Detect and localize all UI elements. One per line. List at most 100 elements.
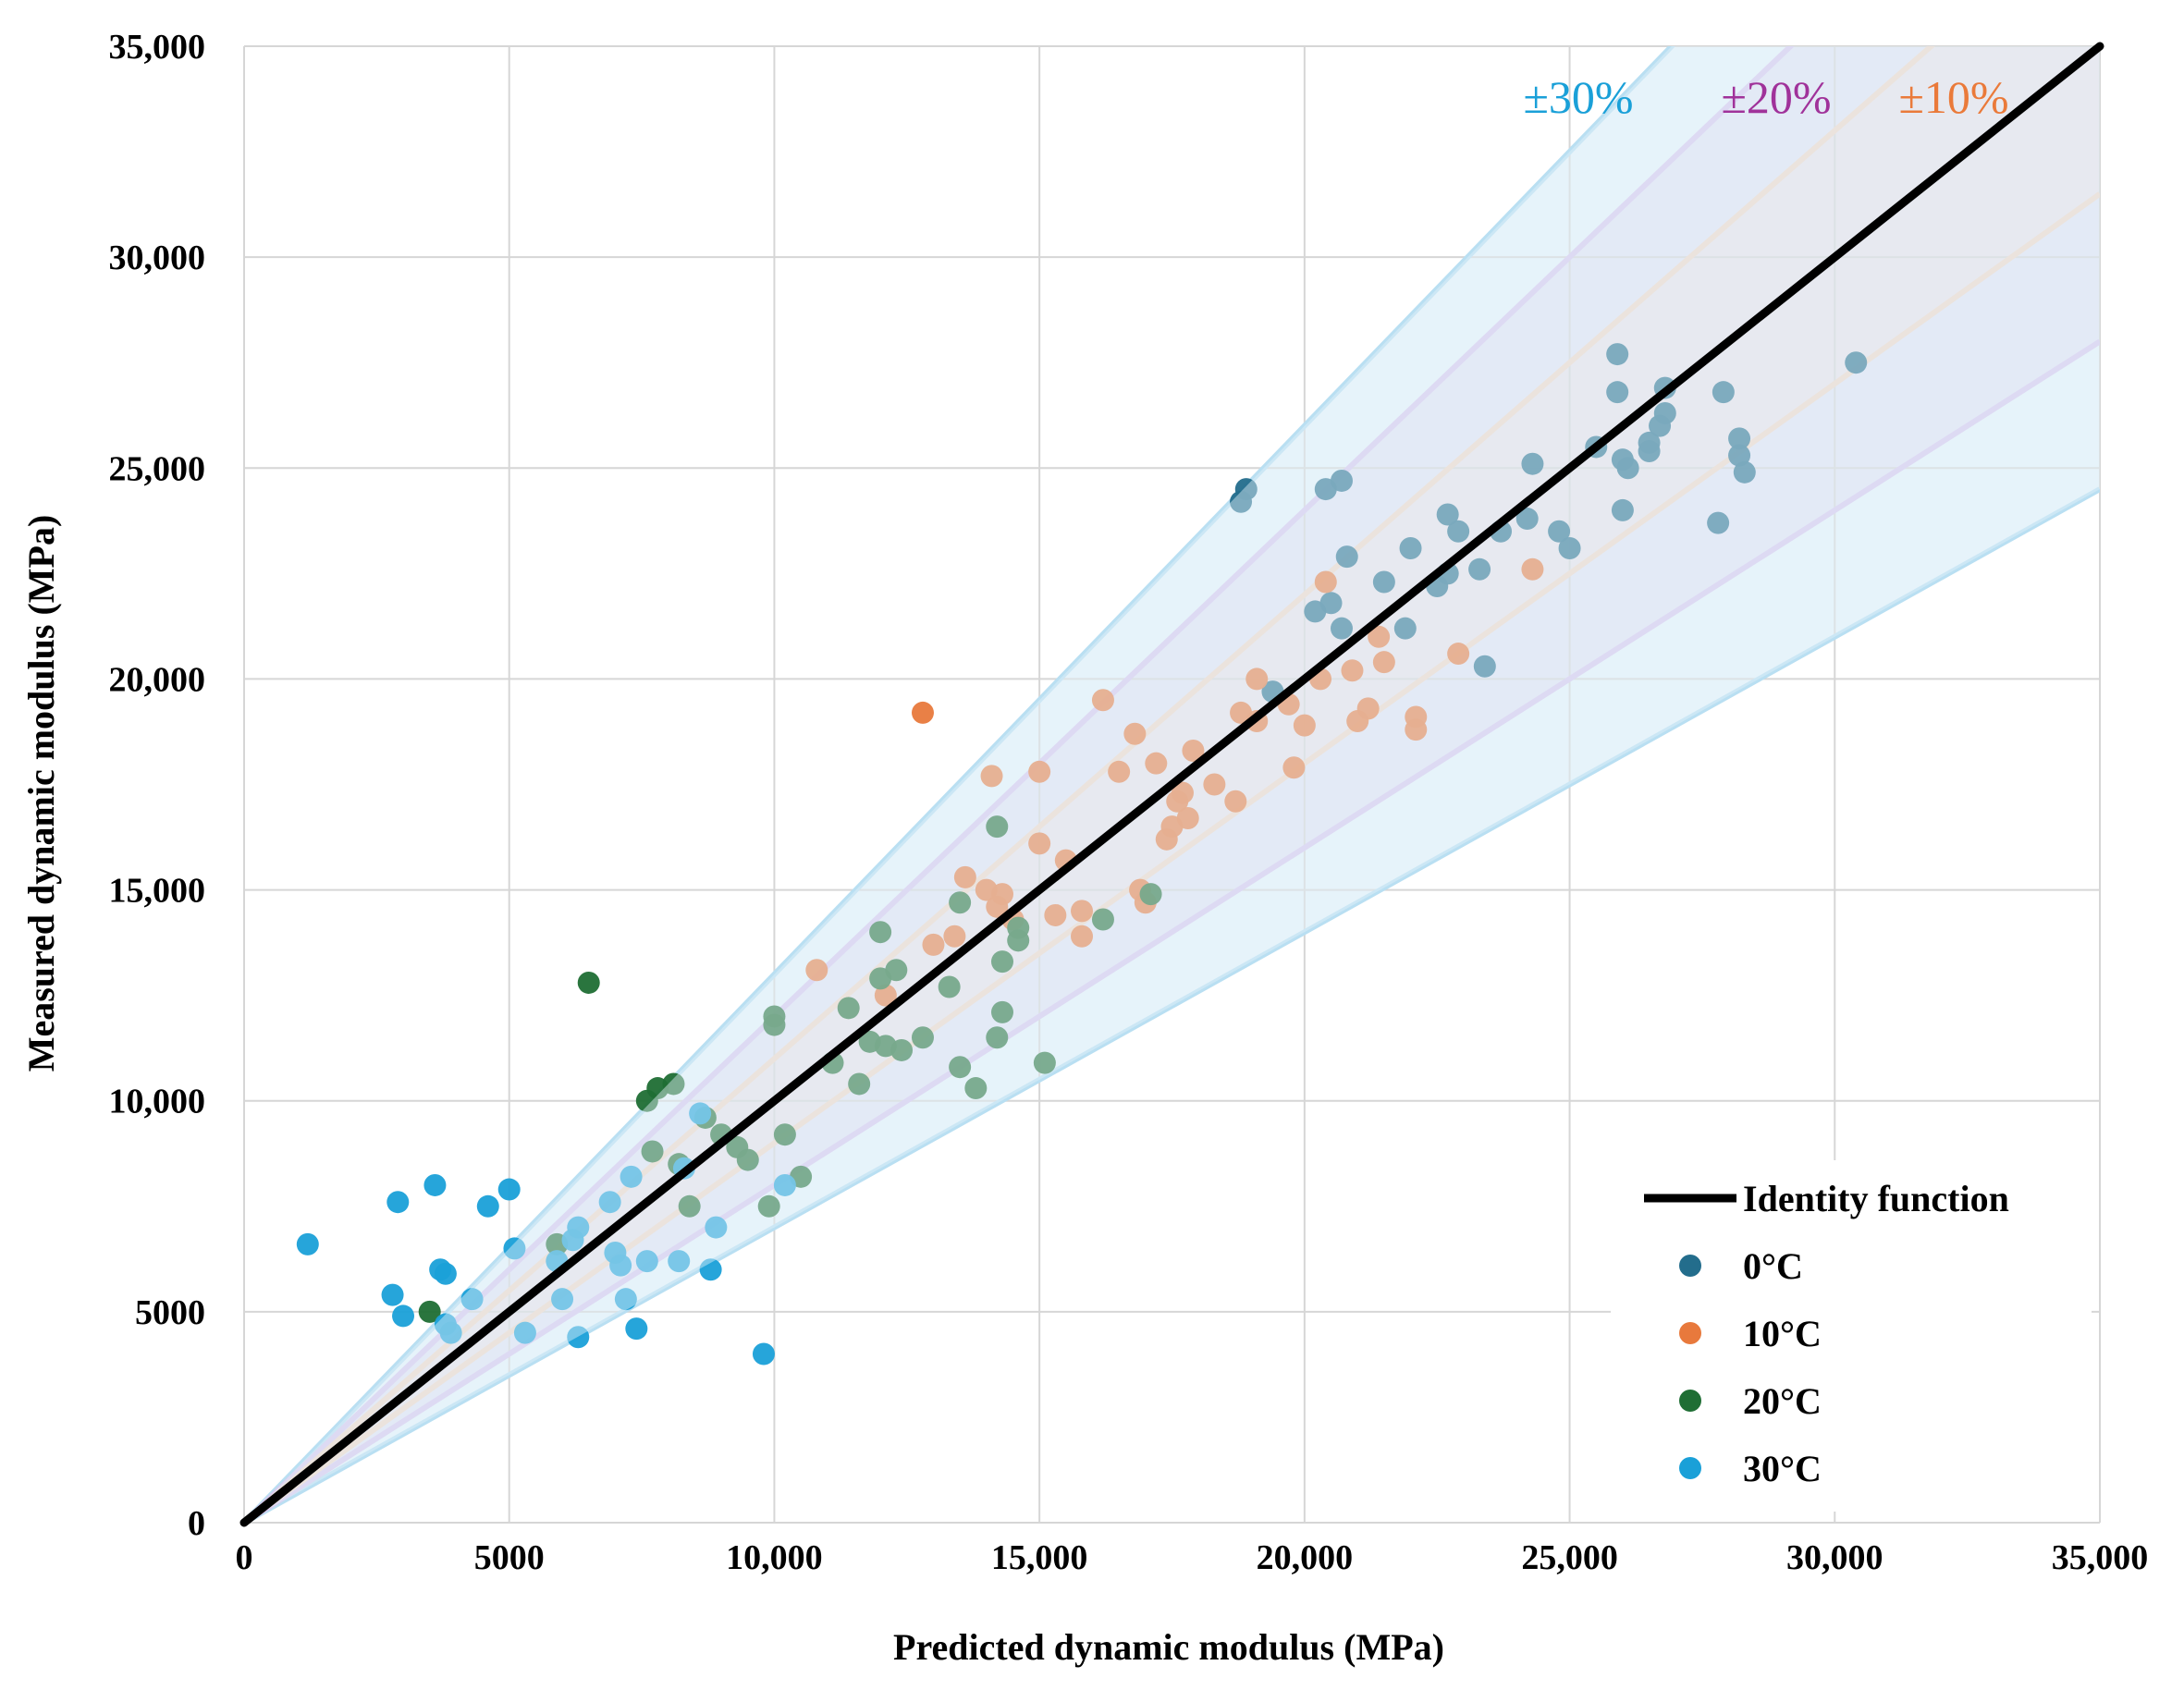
data-point: [1728, 427, 1751, 450]
y-axis-title: Measured dynamic modulus (MPa): [20, 515, 62, 1072]
series-20°C: [418, 815, 1162, 1323]
data-point: [1044, 903, 1067, 926]
data-point: [1548, 520, 1571, 543]
data-point: [1282, 756, 1306, 779]
data-point: [1473, 655, 1496, 678]
data-point: [1468, 557, 1491, 581]
data-point: [1653, 401, 1676, 424]
data-point: [1319, 592, 1343, 615]
data-point: [953, 865, 976, 888]
data-point: [1405, 718, 1428, 741]
data-point: [805, 959, 828, 982]
tick-labels: 0 5000 10,000 15,000 20,000 25,000 30,000 35,00…: [109, 28, 2149, 1577]
data-point: [1606, 343, 1629, 366]
data-point: [1447, 643, 1470, 666]
legend-swatch: [1679, 1255, 1701, 1277]
data-point: [736, 1148, 759, 1171]
data-point: [1341, 659, 1364, 682]
data-point: [577, 971, 600, 994]
data-point: [980, 765, 1003, 788]
data-point: [773, 1173, 796, 1196]
data-point: [386, 1191, 410, 1214]
data-point: [662, 1072, 685, 1096]
band-upper-line-30: [244, 46, 1676, 1523]
data-point: [434, 1262, 457, 1285]
data-point: [620, 1165, 643, 1188]
legend-swatch: [1679, 1322, 1701, 1344]
data-point: [1330, 617, 1353, 640]
band-upper-line-20: [244, 46, 1795, 1523]
data-point: [1234, 478, 1258, 501]
legend-label: 0°C: [1743, 1245, 1803, 1287]
data-point: [635, 1250, 658, 1273]
data-point: [1145, 752, 1168, 775]
data-point: [418, 1300, 441, 1323]
data-point: [1330, 469, 1353, 492]
data-point: [991, 1000, 1014, 1023]
data-point: [1171, 781, 1194, 804]
data-point: [439, 1321, 462, 1344]
data-point: [1123, 722, 1147, 745]
data-point: [1845, 351, 1868, 374]
band-label-10: ±10%: [1898, 71, 2008, 123]
band-lower-line-30: [244, 486, 2100, 1523]
data-point: [874, 984, 897, 1007]
data-point: [1611, 498, 1634, 521]
data-point: [757, 1194, 780, 1218]
data-point: [1521, 452, 1544, 475]
data-point: [1372, 570, 1395, 594]
data-point: [1733, 460, 1756, 484]
data-point: [296, 1232, 319, 1255]
band-label-30: ±30%: [1523, 71, 1633, 123]
legend-label: 20°C: [1743, 1380, 1822, 1422]
y-tick-label: 30,000: [109, 239, 206, 277]
legend-label: 30°C: [1743, 1448, 1822, 1489]
data-point: [689, 1102, 712, 1125]
data-point: [609, 1254, 632, 1277]
series-30°C: [296, 1102, 796, 1365]
data-point: [1071, 925, 1094, 948]
legend-swatch: [1679, 1390, 1701, 1412]
data-point: [949, 1056, 972, 1079]
data-point: [1616, 457, 1639, 480]
x-tick-label: 20,000: [1257, 1538, 1354, 1577]
data-point: [614, 1288, 637, 1311]
data-point: [381, 1283, 404, 1306]
data-point: [551, 1288, 574, 1311]
data-point: [497, 1178, 521, 1201]
data-point: [513, 1321, 536, 1344]
x-tick-label: 30,000: [1786, 1538, 1883, 1577]
data-point: [885, 959, 908, 982]
y-tick-label: 10,000: [109, 1083, 206, 1121]
y-tick-label: 5000: [135, 1293, 205, 1332]
x-tick-label: 15,000: [991, 1538, 1088, 1577]
legend: Identity function 0°C 10°C 20°C 30°C: [1611, 1160, 2092, 1512]
data-point: [1033, 1051, 1056, 1074]
data-point: [1728, 444, 1751, 467]
data-point: [567, 1326, 590, 1349]
data-point: [567, 1216, 590, 1239]
data-point: [837, 997, 860, 1020]
data-point: [1399, 536, 1422, 559]
legend-swatch: [1679, 1457, 1701, 1479]
data-point: [1558, 536, 1581, 559]
data-point: [911, 701, 934, 724]
data-point: [752, 1342, 775, 1365]
data-point: [503, 1237, 526, 1260]
data-point: [1521, 557, 1544, 581]
data-point: [986, 815, 1009, 839]
x-tick-label: 5000: [474, 1538, 545, 1577]
data-point: [641, 1140, 664, 1163]
data-point: [1314, 570, 1337, 594]
data-point: [1245, 667, 1269, 691]
data-point: [1028, 760, 1051, 783]
data-point: [943, 925, 966, 948]
data-point: [1176, 807, 1199, 830]
y-tick-label: 20,000: [109, 660, 206, 699]
data-point: [1203, 773, 1226, 796]
x-tick-label: 25,000: [1521, 1538, 1618, 1577]
x-tick-label: 0: [236, 1538, 253, 1577]
data-point: [678, 1194, 701, 1218]
